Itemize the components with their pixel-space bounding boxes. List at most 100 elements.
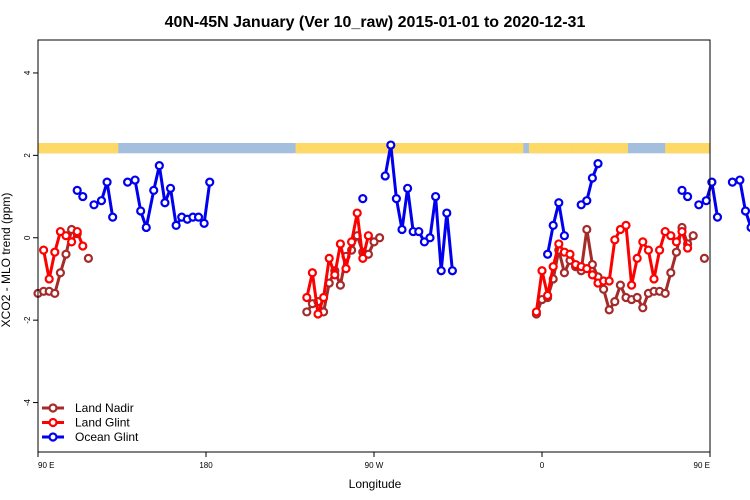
data-point — [604, 276, 614, 286]
data-point — [666, 268, 676, 278]
data-point — [66, 237, 77, 247]
data-point — [193, 212, 204, 222]
data-point — [582, 264, 592, 274]
data-point — [548, 220, 558, 230]
data-point — [746, 222, 750, 232]
data-point — [397, 224, 407, 235]
data-point — [78, 241, 88, 251]
data-point — [50, 247, 60, 257]
data-point — [442, 208, 452, 218]
data-point — [205, 177, 215, 187]
data-point — [638, 237, 648, 247]
data-point — [149, 185, 159, 195]
data-point — [83, 253, 94, 263]
data-point — [654, 245, 665, 255]
legend-marker — [48, 417, 58, 428]
series-line — [534, 223, 690, 313]
data-point — [699, 253, 710, 263]
data-point — [610, 235, 620, 245]
data-point — [604, 305, 614, 315]
data-point — [638, 303, 648, 313]
y-tick-label: -2 — [23, 316, 32, 324]
data-point — [72, 185, 82, 195]
data-point — [548, 262, 558, 272]
land-band — [571, 143, 628, 154]
legend-item-land-glint: Land Glint — [42, 416, 130, 430]
data-point — [324, 253, 334, 263]
x-axis: 90 E 180 90 W 0 90 E — [37, 452, 711, 470]
data-point — [352, 208, 362, 218]
data-point — [44, 274, 54, 284]
data-point — [391, 194, 401, 204]
legend-label: Ocean Glint — [75, 430, 139, 444]
data-point — [712, 212, 723, 222]
data-point — [341, 264, 351, 274]
series-line — [732, 178, 750, 228]
data-point — [199, 218, 209, 228]
data-point — [671, 247, 682, 257]
data-point — [735, 175, 745, 185]
data-point — [358, 194, 368, 204]
x-tick-label: 180 — [199, 461, 213, 470]
data-point — [660, 288, 670, 298]
data-point — [626, 280, 637, 290]
data-point — [347, 237, 357, 247]
data-point — [141, 222, 151, 233]
data-point — [643, 245, 654, 255]
data-point — [154, 161, 164, 171]
data-point — [171, 220, 181, 230]
data-point — [302, 307, 312, 317]
data-point — [335, 280, 345, 290]
land-band — [528, 143, 572, 154]
data-point — [542, 249, 553, 259]
y-tick-label: 0 — [23, 235, 32, 240]
data-point — [313, 309, 323, 319]
data-point — [78, 191, 88, 202]
x-tick-label: 90 E — [38, 461, 54, 470]
data-point — [537, 266, 547, 276]
y-tick-label: 4 — [23, 70, 32, 75]
data-point — [165, 183, 176, 193]
legend-item-land-nadir: Land Nadir — [42, 401, 134, 415]
data-point — [380, 171, 390, 181]
data-point — [108, 212, 118, 222]
x-tick-label: 0 — [540, 461, 545, 470]
data-point — [330, 270, 340, 280]
data-point — [587, 270, 598, 280]
data-point — [130, 175, 140, 185]
data-point — [375, 233, 385, 243]
data-point — [559, 231, 570, 241]
data-point — [598, 284, 609, 294]
data-point — [55, 268, 66, 278]
data-point — [386, 140, 396, 150]
data-point — [38, 245, 49, 255]
chart-title: 40N-45N January (Ver 10_raw) 2015-01-01 … — [165, 14, 586, 31]
data-point — [593, 159, 603, 169]
y-axis-label: XCO2 - MLO trend (ppm) — [0, 193, 13, 328]
data-point — [707, 177, 717, 187]
data-point — [727, 177, 738, 187]
data-point — [621, 220, 631, 230]
data-point — [72, 226, 82, 237]
data-point — [531, 307, 542, 317]
x-tick-label: 90 W — [365, 461, 384, 470]
x-axis-label: Longitude — [349, 477, 402, 491]
series-land-glint — [38, 208, 693, 319]
data-point — [319, 292, 329, 303]
land-band — [665, 143, 710, 154]
data-point — [671, 237, 682, 247]
data-point — [403, 183, 413, 193]
land-band — [38, 143, 119, 154]
data-point — [587, 173, 598, 183]
data-point — [677, 226, 687, 237]
data-point — [688, 231, 698, 241]
data-point — [632, 253, 642, 263]
data-point — [677, 185, 687, 195]
data-point — [307, 268, 317, 278]
y-tick-label: 2 — [23, 153, 32, 158]
data-point — [102, 177, 112, 187]
data-point — [542, 290, 553, 301]
data-point — [615, 280, 626, 290]
